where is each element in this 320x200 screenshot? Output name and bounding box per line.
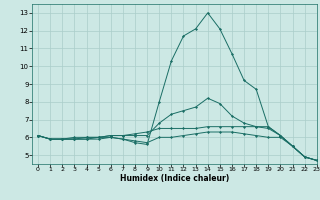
X-axis label: Humidex (Indice chaleur): Humidex (Indice chaleur) bbox=[120, 174, 229, 183]
